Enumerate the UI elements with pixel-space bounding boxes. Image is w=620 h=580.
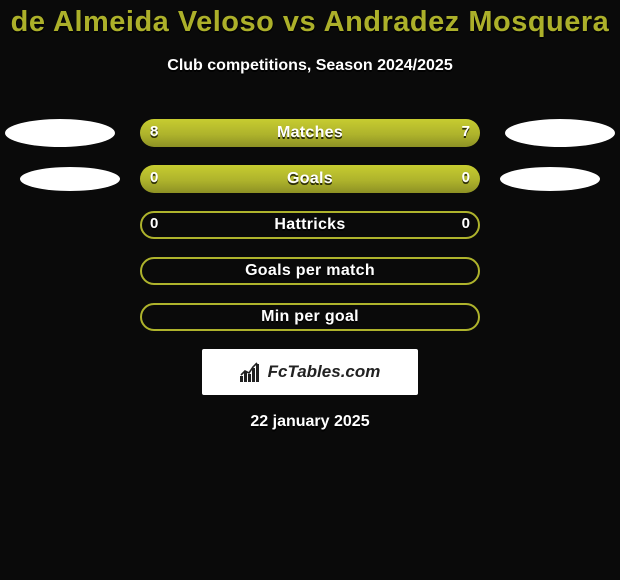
player-left-oval <box>20 167 120 191</box>
stat-row: Goals per match <box>0 257 620 285</box>
stat-bar: Goals <box>140 165 480 193</box>
branding-badge: FcTables.com <box>202 349 418 395</box>
stat-bar: Min per goal <box>140 303 480 331</box>
subtitle: Club competitions, Season 2024/2025 <box>0 57 620 75</box>
stat-row: Min per goal <box>0 303 620 331</box>
player-left-oval <box>5 119 115 147</box>
stat-label: Goals per match <box>245 262 375 280</box>
stat-row: Hattricks 0 0 <box>0 211 620 239</box>
stat-value-left: 8 <box>150 123 158 140</box>
stat-row: Goals 0 0 <box>0 165 620 193</box>
stat-bar: Goals per match <box>140 257 480 285</box>
stat-row: Matches 8 7 <box>0 119 620 147</box>
stat-label: Min per goal <box>261 308 359 326</box>
brand-text: FcTables.com <box>268 362 381 382</box>
stat-value-left: 0 <box>150 215 158 232</box>
stat-label: Matches <box>277 124 343 142</box>
player-right-oval <box>500 167 600 191</box>
stat-value-right: 0 <box>462 215 470 232</box>
stat-value-right: 7 <box>462 123 470 140</box>
bar-chart-icon <box>240 362 262 382</box>
comparison-infographic: de Almeida Veloso vs Andradez Mosquera C… <box>0 0 620 580</box>
stat-label: Goals <box>287 170 333 188</box>
stat-bar: Matches <box>140 119 480 147</box>
player-right-oval <box>505 119 615 147</box>
stat-label: Hattricks <box>274 216 345 234</box>
stat-rows: Matches 8 7 Goals 0 0 Hattricks 0 0 Goals per mat… <box>0 119 620 331</box>
stat-value-left: 0 <box>150 169 158 186</box>
page-title: de Almeida Veloso vs Andradez Mosquera <box>0 6 620 39</box>
stat-value-right: 0 <box>462 169 470 186</box>
footer-date: 22 january 2025 <box>0 413 620 431</box>
stat-bar: Hattricks <box>140 211 480 239</box>
